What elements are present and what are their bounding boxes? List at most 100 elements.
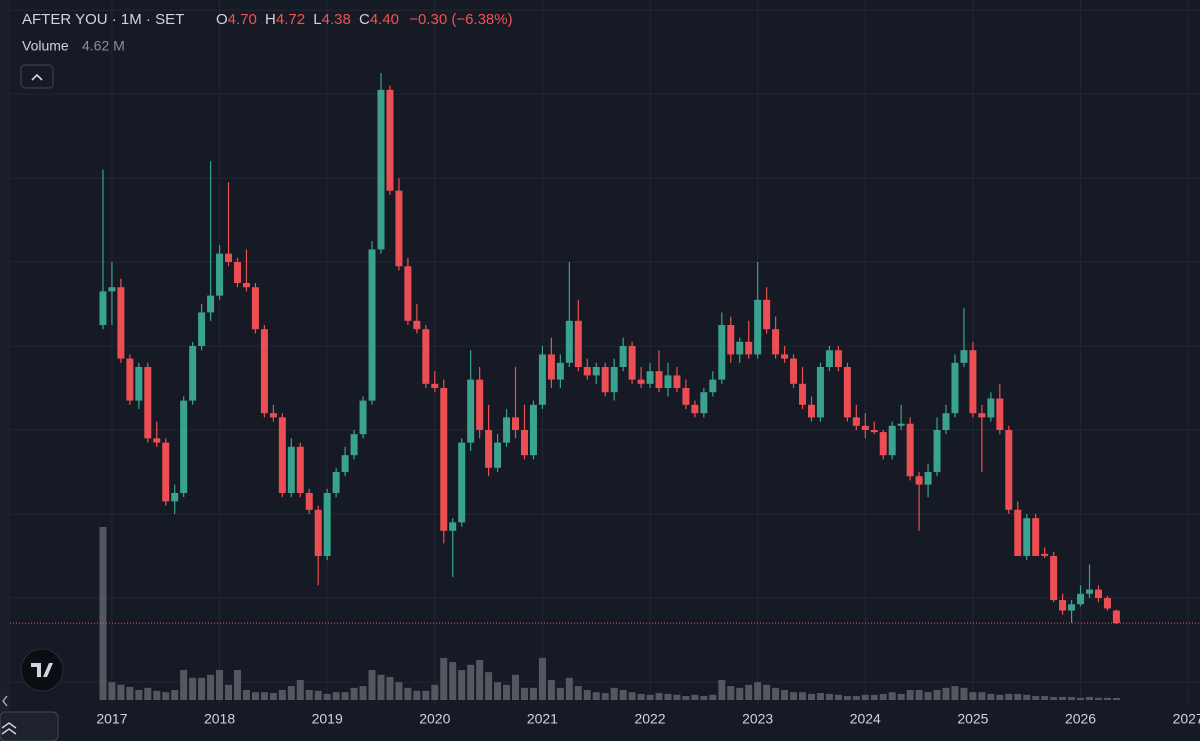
candle-body: [852, 417, 860, 426]
volume-bar: [431, 684, 439, 700]
candle-body: [825, 350, 833, 368]
candle-body: [799, 383, 807, 405]
volume-bar: [619, 690, 627, 700]
candle-body: [233, 262, 241, 284]
volume-bar: [485, 672, 493, 700]
candle-body: [171, 492, 179, 502]
volume-bar: [126, 686, 134, 700]
candle-body: [655, 371, 663, 389]
volume-bar: [601, 693, 609, 700]
candle-body: [637, 379, 645, 384]
volume-bar: [583, 690, 591, 700]
candle-body: [494, 442, 502, 468]
candle-body: [1005, 429, 1013, 510]
volume-pane: [99, 526, 1120, 700]
scroll-button[interactable]: [0, 711, 59, 741]
x-tick-label: 2019: [312, 711, 343, 727]
volume-bar: [718, 680, 726, 700]
x-tick-label: 2026: [1065, 711, 1096, 727]
candle-body: [816, 367, 824, 418]
volume-bar: [691, 694, 699, 700]
volume-bar: [861, 694, 869, 700]
volume-bar: [906, 690, 914, 700]
candle-body: [467, 379, 475, 443]
c-value: 4.40: [370, 11, 399, 28]
volume-bar: [852, 696, 860, 700]
candle-body: [377, 89, 385, 250]
change: −0.30 (−6.38%): [409, 11, 512, 28]
candle-body: [924, 471, 932, 485]
volume-bar: [799, 692, 807, 700]
volume-bar: [207, 674, 215, 700]
candle-body: [153, 438, 161, 443]
volume-bar: [99, 526, 107, 700]
candle-body: [790, 358, 798, 384]
volume-bar: [843, 696, 851, 700]
collapse-button[interactable]: [20, 64, 54, 89]
legend: AFTER YOU · 1M · SET O4.70 H4.72 L4.38 C…: [20, 11, 513, 89]
candle-body: [1094, 589, 1102, 598]
volume-bar: [476, 660, 484, 700]
volume-bar: [144, 687, 152, 700]
x-tick-label: 2027: [1173, 711, 1200, 727]
candle-body: [879, 432, 887, 456]
volume-bar: [1023, 694, 1031, 700]
candle-body: [619, 346, 627, 368]
volume-bar: [565, 677, 573, 700]
candle-body: [440, 388, 448, 531]
candle-body: [529, 404, 537, 456]
volume-bar: [673, 694, 681, 700]
volume-bar: [287, 686, 295, 700]
candle-body: [476, 379, 484, 430]
volume-bar: [422, 690, 430, 700]
candle-body: [422, 329, 430, 384]
volume-bar: [816, 693, 824, 700]
volume-bar: [296, 680, 304, 700]
volume-bar: [942, 687, 950, 700]
candle-body: [260, 329, 268, 414]
candle-body: [413, 320, 421, 330]
volume-bar: [556, 687, 564, 700]
candle-body: [1050, 555, 1058, 601]
candle-body: [323, 492, 331, 556]
volume-bar: [870, 694, 878, 700]
volume-bar: [969, 692, 977, 700]
c-label: C: [359, 11, 370, 28]
volume-bar: [700, 696, 708, 700]
volume-bar: [745, 684, 753, 700]
volume-bar: [1112, 697, 1120, 700]
candle-body: [646, 371, 654, 384]
logo[interactable]: [20, 648, 64, 692]
volume-bar: [951, 686, 959, 700]
candle-body: [305, 492, 313, 510]
candle-body: [888, 425, 896, 456]
x-tick-label: 2020: [419, 711, 450, 727]
volume-bar: [825, 693, 833, 700]
candle-body: [673, 375, 681, 389]
volume-bar: [520, 687, 528, 700]
volume-bar: [494, 682, 502, 700]
volume-bar: [440, 657, 448, 700]
volume-bar: [736, 687, 744, 700]
volume-bar: [162, 692, 170, 700]
volume-bar: [547, 680, 555, 700]
candle-body: [664, 375, 672, 389]
volume-bar: [225, 684, 233, 700]
candle-body: [225, 253, 233, 263]
candle-body: [180, 400, 188, 493]
volume-bar: [529, 687, 537, 700]
candle-body: [933, 429, 941, 472]
volume-bar: [198, 677, 206, 700]
candle-body: [485, 429, 493, 468]
candle-body: [592, 367, 600, 376]
candle-body: [296, 446, 304, 493]
candle-body: [449, 522, 457, 531]
candle-body: [1068, 604, 1076, 611]
volume-bar: [807, 693, 815, 700]
side-arrow[interactable]: [2, 695, 8, 707]
candle-body: [1023, 518, 1031, 556]
volume-bar: [1005, 693, 1013, 700]
candle-body: [1041, 553, 1049, 556]
